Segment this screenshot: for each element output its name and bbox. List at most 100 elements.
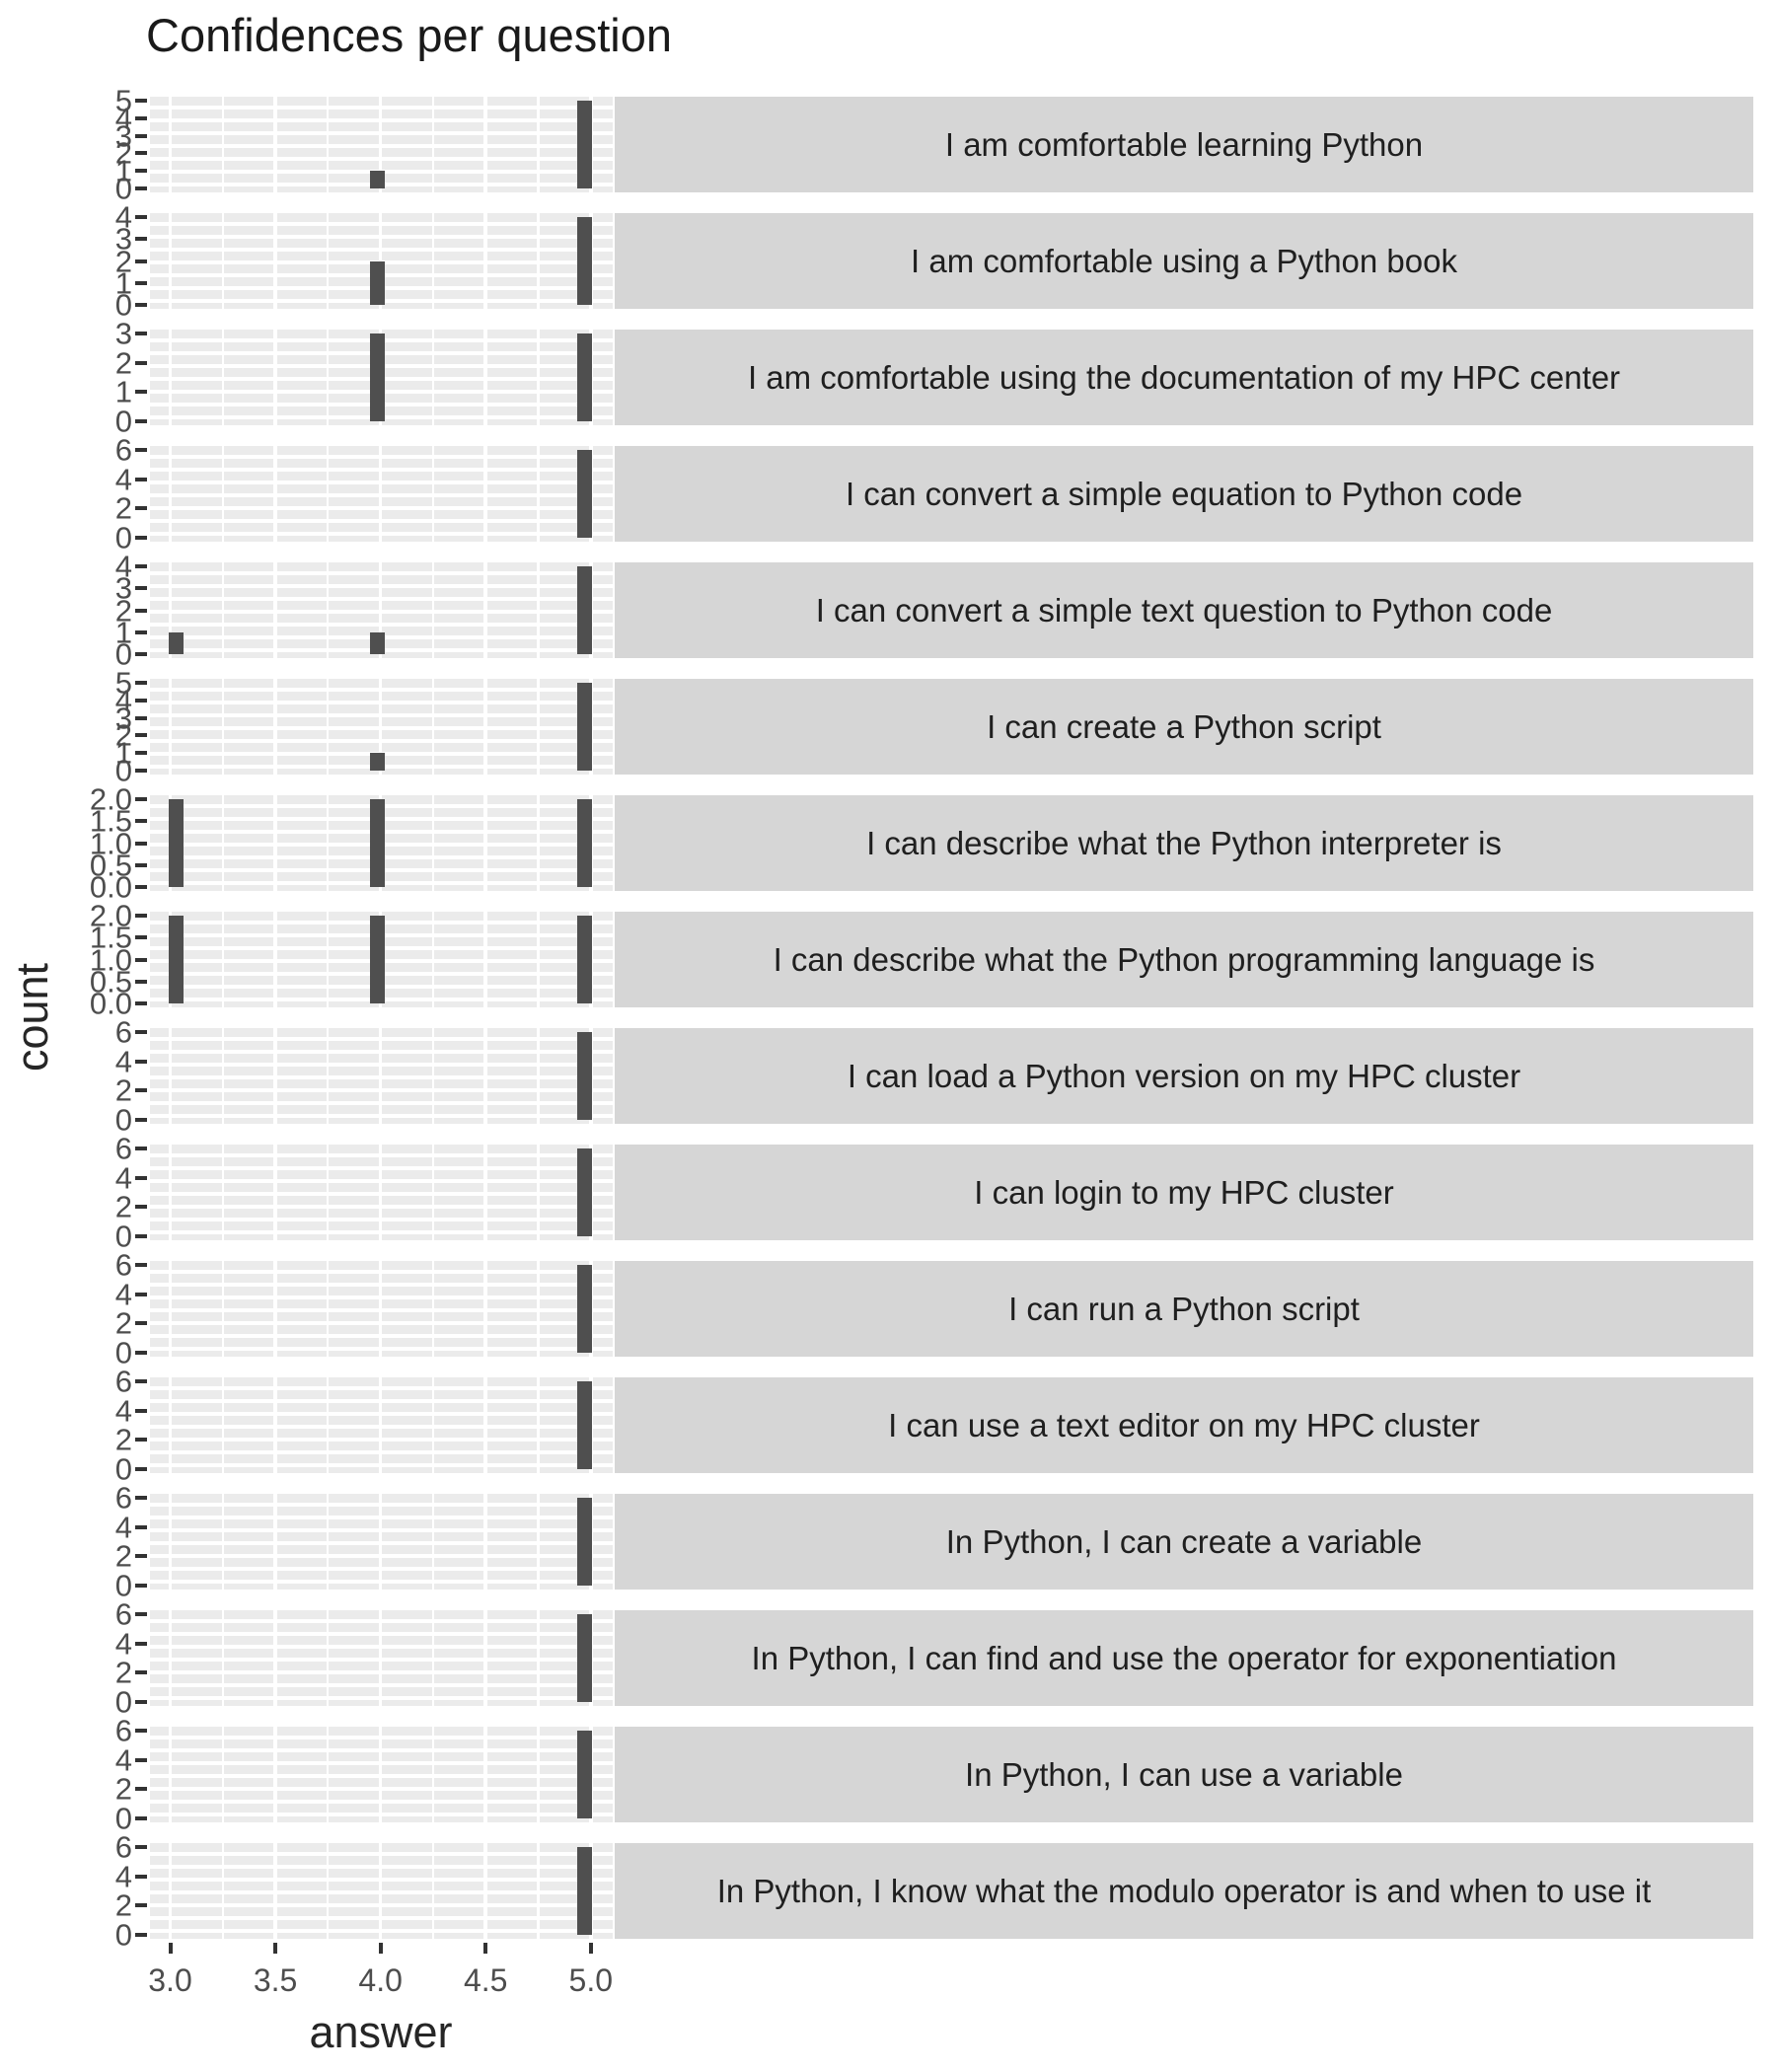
facet-panel — [150, 213, 613, 309]
facet-strip: In Python, I can use a variable — [615, 1727, 1753, 1822]
y-tick-mark — [135, 957, 147, 962]
grid-line-vertical — [327, 1261, 330, 1357]
y-tick-mark — [135, 1612, 147, 1617]
grid-line-vertical — [327, 213, 330, 309]
x-axis-label: answer — [309, 2007, 453, 2057]
grid-line-vertical — [327, 1377, 330, 1473]
grid-line-vertical — [273, 1727, 277, 1822]
grid-line-vertical — [378, 1145, 383, 1240]
facet-strip: I can describe what the Python programmi… — [615, 912, 1753, 1007]
y-tick-label: 4 — [114, 683, 132, 718]
grid-line-vertical — [483, 562, 487, 658]
grid-line-vertical — [221, 1028, 224, 1124]
facet-strip: I can use a text editor on my HPC cluste… — [615, 1377, 1753, 1473]
grid-line-vertical — [221, 679, 224, 775]
histogram-bar — [577, 450, 592, 538]
grid-line-vertical — [378, 97, 383, 192]
y-tick-label: 6 — [114, 1713, 132, 1748]
y-tick-mark — [135, 1205, 147, 1210]
y-tick-label: 1.5 — [89, 803, 132, 839]
histogram-bar — [577, 101, 592, 188]
grid-line-vertical — [537, 97, 540, 192]
grid-line-vertical — [483, 1494, 487, 1590]
grid-line-vertical — [378, 1377, 383, 1473]
histogram-bar — [577, 1614, 592, 1702]
facet-strip: In Python, I can create a variable — [615, 1494, 1753, 1590]
histogram-bar — [577, 566, 592, 654]
grid-line-vertical — [221, 912, 224, 1007]
grid-line-vertical — [273, 1843, 277, 1939]
y-tick-label: 0 — [114, 1568, 132, 1603]
grid-line-vertical — [537, 446, 540, 542]
y-tick-label: 2 — [114, 1073, 132, 1108]
grid-line-vertical — [537, 330, 540, 425]
x-tick-mark — [483, 1943, 488, 1954]
histogram-bar — [577, 683, 592, 771]
y-tick-label: 2 — [114, 1538, 132, 1574]
facet-strip: In Python, I can find and use the operat… — [615, 1610, 1753, 1706]
histogram-bar — [370, 752, 385, 771]
y-tick-label: 5 — [114, 665, 132, 701]
grid-line-vertical — [537, 1028, 540, 1124]
grid-line-vertical — [378, 1494, 383, 1590]
strip-label: I can login to my HPC cluster — [974, 1173, 1394, 1211]
histogram-bar — [370, 170, 385, 188]
y-tick-label: 1 — [114, 153, 132, 188]
y-tick-mark — [135, 1175, 147, 1180]
grid-line-vertical — [378, 679, 383, 775]
y-tick-mark — [135, 768, 147, 773]
facet-panel — [150, 912, 613, 1007]
y-tick-label: 0.0 — [89, 869, 132, 905]
y-tick-label: 1.0 — [89, 942, 132, 977]
grid-line-vertical — [273, 213, 277, 309]
grid-line-vertical — [221, 1610, 224, 1706]
y-tick-mark — [135, 185, 147, 190]
y-tick-label: 0 — [114, 1451, 132, 1487]
y-tick-label: 0.0 — [89, 986, 132, 1021]
grid-line-vertical — [431, 679, 435, 775]
y-tick-mark — [135, 1903, 147, 1908]
y-tick-label: 0 — [114, 753, 132, 788]
y-tick-label: 2 — [114, 1189, 132, 1224]
grid-line-vertical — [483, 97, 487, 192]
grid-line-vertical — [221, 562, 224, 658]
grid-line-vertical — [221, 1843, 224, 1939]
y-tick-mark — [135, 1321, 147, 1326]
strip-label: I am comfortable learning Python — [944, 125, 1424, 163]
y-tick-mark — [135, 332, 147, 336]
y-tick-mark — [135, 979, 147, 984]
grid-line-vertical — [273, 1494, 277, 1590]
strip-label: In Python, I can create a variable — [945, 1522, 1423, 1560]
y-tick-mark — [135, 1059, 147, 1064]
grid-line-vertical — [168, 1377, 173, 1473]
x-tick-label: 4.5 — [463, 1962, 508, 1998]
y-tick-mark — [135, 302, 147, 307]
y-tick-mark — [135, 151, 147, 156]
y-tick-label: 1 — [114, 265, 132, 301]
facet-panel — [150, 562, 613, 658]
grid-line-vertical — [168, 562, 173, 658]
y-tick-mark — [135, 1670, 147, 1675]
grid-line-vertical — [327, 1610, 330, 1706]
y-tick-label: 4 — [114, 101, 132, 136]
y-tick-label: 4 — [114, 1859, 132, 1894]
y-tick-mark — [135, 1088, 147, 1093]
grid-line-vertical — [327, 1494, 330, 1590]
grid-line-vertical — [221, 1377, 224, 1473]
y-tick-mark — [135, 1874, 147, 1879]
grid-line-vertical — [273, 1028, 277, 1124]
y-tick-mark — [135, 448, 147, 453]
facet-strip: I am comfortable learning Python — [615, 97, 1753, 192]
y-tick-mark — [135, 259, 147, 263]
y-tick-mark — [135, 360, 147, 365]
facet-strip: I can convert a simple text question to … — [615, 562, 1753, 658]
grid-line-vertical — [168, 1610, 173, 1706]
x-tick-mark — [378, 1943, 383, 1954]
grid-line-vertical — [537, 679, 540, 775]
grid-line-vertical — [483, 1028, 487, 1124]
strip-label: In Python, I can find and use the operat… — [751, 1639, 1617, 1676]
y-tick-mark — [135, 1030, 147, 1035]
